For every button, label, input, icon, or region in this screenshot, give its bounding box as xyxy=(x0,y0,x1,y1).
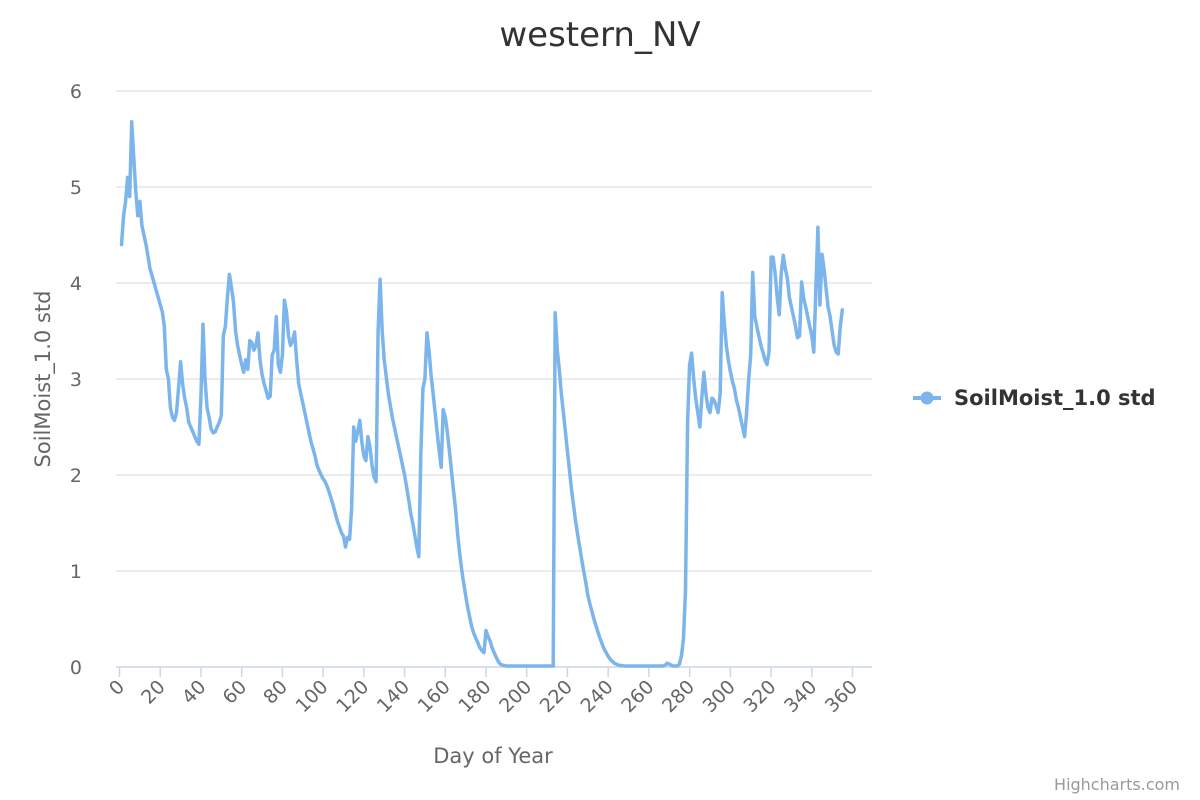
y-tick-label: 3 xyxy=(70,369,82,391)
x-tick-label: 100 xyxy=(291,676,332,717)
y-tick-label: 2 xyxy=(70,465,82,487)
x-tick-label: 120 xyxy=(332,676,373,717)
x-tick-label: 320 xyxy=(739,676,780,717)
x-tick-label: 220 xyxy=(536,676,577,717)
x-tick-label: 280 xyxy=(658,676,699,717)
x-tick-label: 260 xyxy=(617,676,658,717)
x-tick-label: 340 xyxy=(780,676,821,717)
x-tick-label: 40 xyxy=(178,676,211,709)
y-tick-label: 5 xyxy=(70,177,82,199)
chart-title: western_NV xyxy=(499,15,700,55)
legend-item[interactable]: SoilMoist_1.0 std xyxy=(913,386,1156,410)
series-line[interactable] xyxy=(119,119,845,668)
y-axis-title: SoilMoist_1.0 std xyxy=(31,291,56,468)
x-tick-label: 300 xyxy=(699,676,740,717)
x-tick-label: 20 xyxy=(137,676,170,709)
y-tick-label: 1 xyxy=(70,561,82,583)
y-tick-label: 4 xyxy=(70,273,82,295)
x-tick-label: 180 xyxy=(454,676,495,717)
x-tick-label: 240 xyxy=(577,676,618,717)
x-tick-label: 0 xyxy=(105,676,129,700)
credits-link[interactable]: Highcharts.com xyxy=(1054,775,1180,794)
x-tick-label: 140 xyxy=(373,676,414,717)
x-tick-label: 360 xyxy=(821,676,862,717)
x-axis-title: Day of Year xyxy=(433,744,553,768)
y-axis-ticks: 0 1 2 3 4 5 6 xyxy=(70,81,82,679)
x-tick-label: 200 xyxy=(495,676,536,717)
series-group xyxy=(119,119,845,668)
legend-symbol-marker xyxy=(920,391,934,405)
x-tick-label: 60 xyxy=(219,676,252,709)
x-tick-label: 80 xyxy=(259,676,292,709)
x-axis-ticks: 0 20 40 60 80 100 120 140 160 180 200 220 240 260 280 3… xyxy=(105,667,862,717)
x-tick-label: 160 xyxy=(414,676,455,717)
y-tick-label: 6 xyxy=(70,81,82,103)
legend-label: SoilMoist_1.0 std xyxy=(954,386,1156,410)
y-tick-label: 0 xyxy=(70,657,82,679)
grid-lines xyxy=(116,90,872,572)
